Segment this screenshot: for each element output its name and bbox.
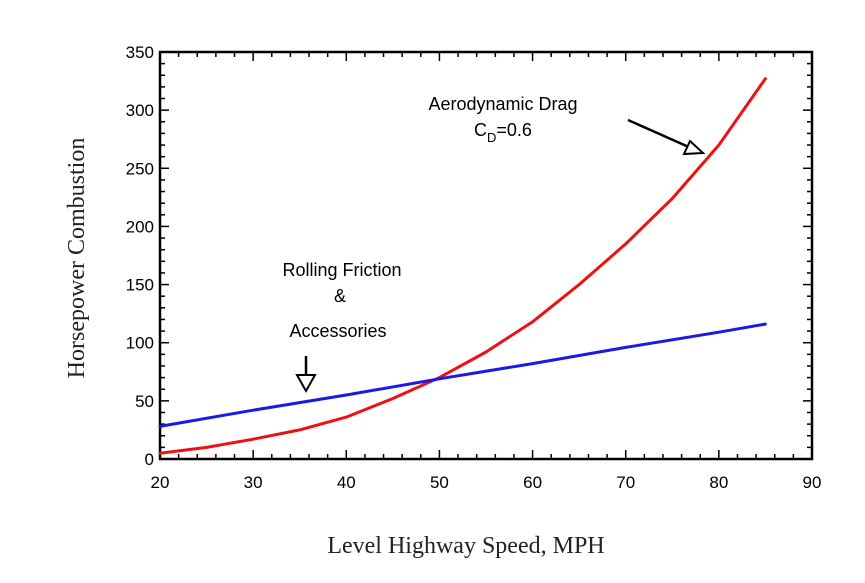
y-axis-title: Horsepower Combustion [64,138,90,379]
y-tick-label: 200 [126,217,154,236]
x-tick-label: 80 [709,473,728,492]
drag-cd-value: =0.6 [496,120,532,140]
series-line-aerodynamic-drag [158,77,767,455]
y-tick-label: 50 [135,392,154,411]
x-tick-label: 30 [244,473,263,492]
drag-arrow [627,118,706,156]
axes: 20 30 40 50 60 70 80 90 0 50 100 150 200 250 300 350 [126,43,822,492]
y-tick-label: 100 [126,334,154,353]
x-tick-label: 60 [523,473,542,492]
rolling-annotation-line1: Rolling Friction [282,260,401,280]
drag-cd-subscript: D [487,130,496,145]
y-tick-label: 0 [145,450,154,469]
series-lines [158,77,767,455]
rolling-annotation-line2: & [334,286,346,306]
x-tick-label: 50 [430,473,449,492]
drag-cd-annotation: CD=0.6 [474,120,532,145]
x-tick-label: 90 [803,473,822,492]
x-tick-label: 20 [151,473,170,492]
drag-cd-symbol: C [474,120,487,140]
y-tick-label: 350 [126,43,154,62]
x-axis-title: Level Highway Speed, MPH [327,533,604,559]
y-tick-label: 300 [126,101,154,120]
plot-frame [158,50,814,461]
x-tick-label: 40 [337,473,356,492]
drag-annotation-label: Aerodynamic Drag [428,94,577,114]
x-tick-label: 70 [616,473,635,492]
series-line-rolling-friction [158,322,767,428]
y-tick-label: 250 [126,159,154,178]
y-tick-label: 150 [126,276,154,295]
rolling-arrow [295,356,317,394]
annotations: Aerodynamic Drag CD=0.6 Rolling Friction… [282,94,706,394]
rolling-annotation-line3: Accessories [289,321,386,341]
